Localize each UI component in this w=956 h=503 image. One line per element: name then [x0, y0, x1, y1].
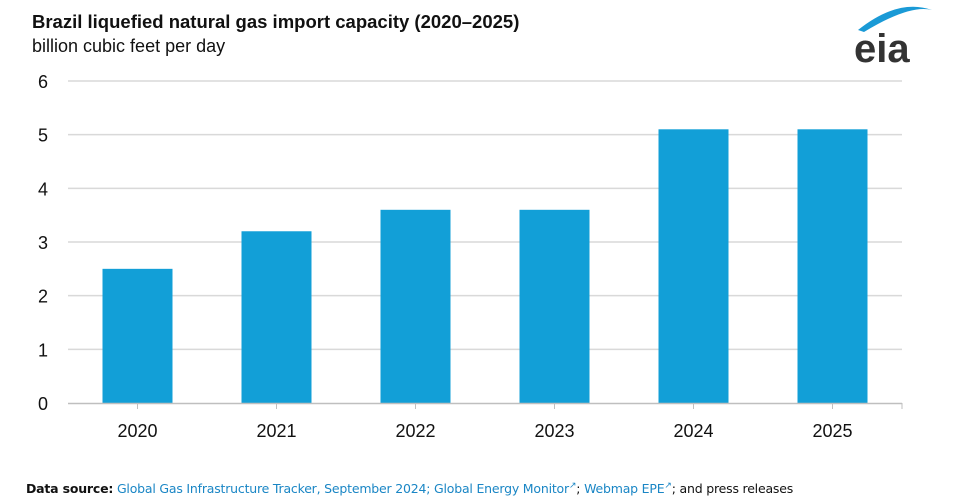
x-axis: [68, 402, 903, 409]
eia-logo-icon: eia: [854, 6, 932, 71]
bar-2024: [658, 129, 729, 404]
x-axis-labels: 2020 2021 2022 2023 2024 2025: [117, 421, 852, 441]
chart-title: Brazil liquefied natural gas import capa…: [32, 11, 520, 32]
gridlines: [68, 80, 902, 351]
x-tick-label: 2021: [256, 421, 296, 441]
x-tick-label: 2024: [673, 421, 713, 441]
y-axis-labels: 0 1 2 3 4 5 6: [38, 72, 48, 414]
y-tick-label: 6: [38, 72, 48, 92]
source-separator: ;: [576, 481, 585, 496]
bar-chart: 0 1 2 3 4 5 6 2020 2021 2022 2023 2024 2025: [38, 72, 903, 441]
logo-arc: [858, 6, 932, 32]
bar-2025: [797, 129, 868, 404]
y-tick-label: 0: [38, 394, 48, 414]
x-tick-label: 2022: [395, 421, 435, 441]
source-tail: ; and press releases: [671, 481, 794, 496]
y-tick-label: 1: [38, 340, 48, 360]
source-link-global-energy-monitor[interactable]: Global Gas Infrastructure Tracker, Septe…: [116, 481, 569, 496]
source-link-webmap-epe[interactable]: Webmap EPE: [584, 481, 665, 496]
bars: [102, 129, 868, 404]
bar-2022: [380, 209, 451, 403]
eia-logo: eia: [850, 4, 946, 71]
bar-2020: [102, 268, 173, 403]
y-tick-label: 3: [38, 233, 48, 253]
y-tick-label: 4: [38, 179, 48, 199]
x-tick-label: 2025: [812, 421, 852, 441]
external-link-icon: ↗: [664, 481, 672, 491]
logo-text: eia: [854, 27, 910, 68]
y-tick-label: 2: [38, 287, 48, 307]
source-label: Data source:: [26, 481, 114, 496]
bar-2021: [241, 231, 312, 403]
chart-subtitle: billion cubic feet per day: [32, 36, 226, 56]
x-tick-label: 2023: [534, 421, 574, 441]
external-link-icon: ↗: [568, 481, 577, 491]
data-source: Data source: Global Gas Infrastructure T…: [26, 481, 793, 496]
bar-2023: [519, 209, 590, 403]
y-tick-label: 5: [38, 126, 48, 146]
x-tick-label: 2020: [117, 421, 157, 441]
